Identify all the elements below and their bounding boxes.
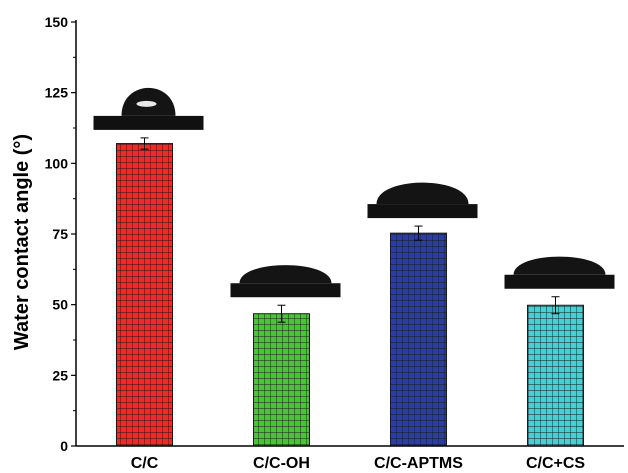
error-bars-group xyxy=(140,137,560,323)
category-label: C/C-APTMS xyxy=(374,455,463,472)
error-bar xyxy=(277,304,286,323)
bar-c-c xyxy=(116,143,173,447)
bar-c-c-oh xyxy=(253,313,310,447)
category-label: C/C-OH xyxy=(253,455,310,472)
y-tick-label: 50 xyxy=(52,297,68,313)
droplet-photo-inset xyxy=(504,256,615,289)
droplet-photo-inset xyxy=(367,182,478,219)
droplet-photo-inset xyxy=(93,87,204,130)
droplet-photo-inset xyxy=(230,265,341,298)
y-axis-title: Water contact angle (°) xyxy=(11,134,33,350)
y-tick-label: 100 xyxy=(45,155,69,171)
y-tick-label: 150 xyxy=(45,14,69,30)
error-bar xyxy=(140,137,149,150)
droplet-insets-group xyxy=(93,87,615,298)
y-tick-label: 75 xyxy=(52,226,68,242)
bar-c-c-aptms xyxy=(390,232,447,447)
bars-group xyxy=(116,143,584,447)
category-label: C/C xyxy=(131,455,159,472)
y-tick-label: 25 xyxy=(52,367,68,383)
category-label: C/C+CS xyxy=(526,455,585,472)
axes-group xyxy=(71,20,624,447)
labels-group: C/C C/C-OH C/C-APTMS C/C+CS 0 25 50 75 100 125 150 xyxy=(45,14,586,472)
error-bar xyxy=(414,225,423,241)
y-tick-label: 125 xyxy=(45,85,69,101)
error-bar xyxy=(551,296,560,315)
y-tick-label: 0 xyxy=(60,438,68,454)
bar-c-c-cs xyxy=(527,304,584,447)
